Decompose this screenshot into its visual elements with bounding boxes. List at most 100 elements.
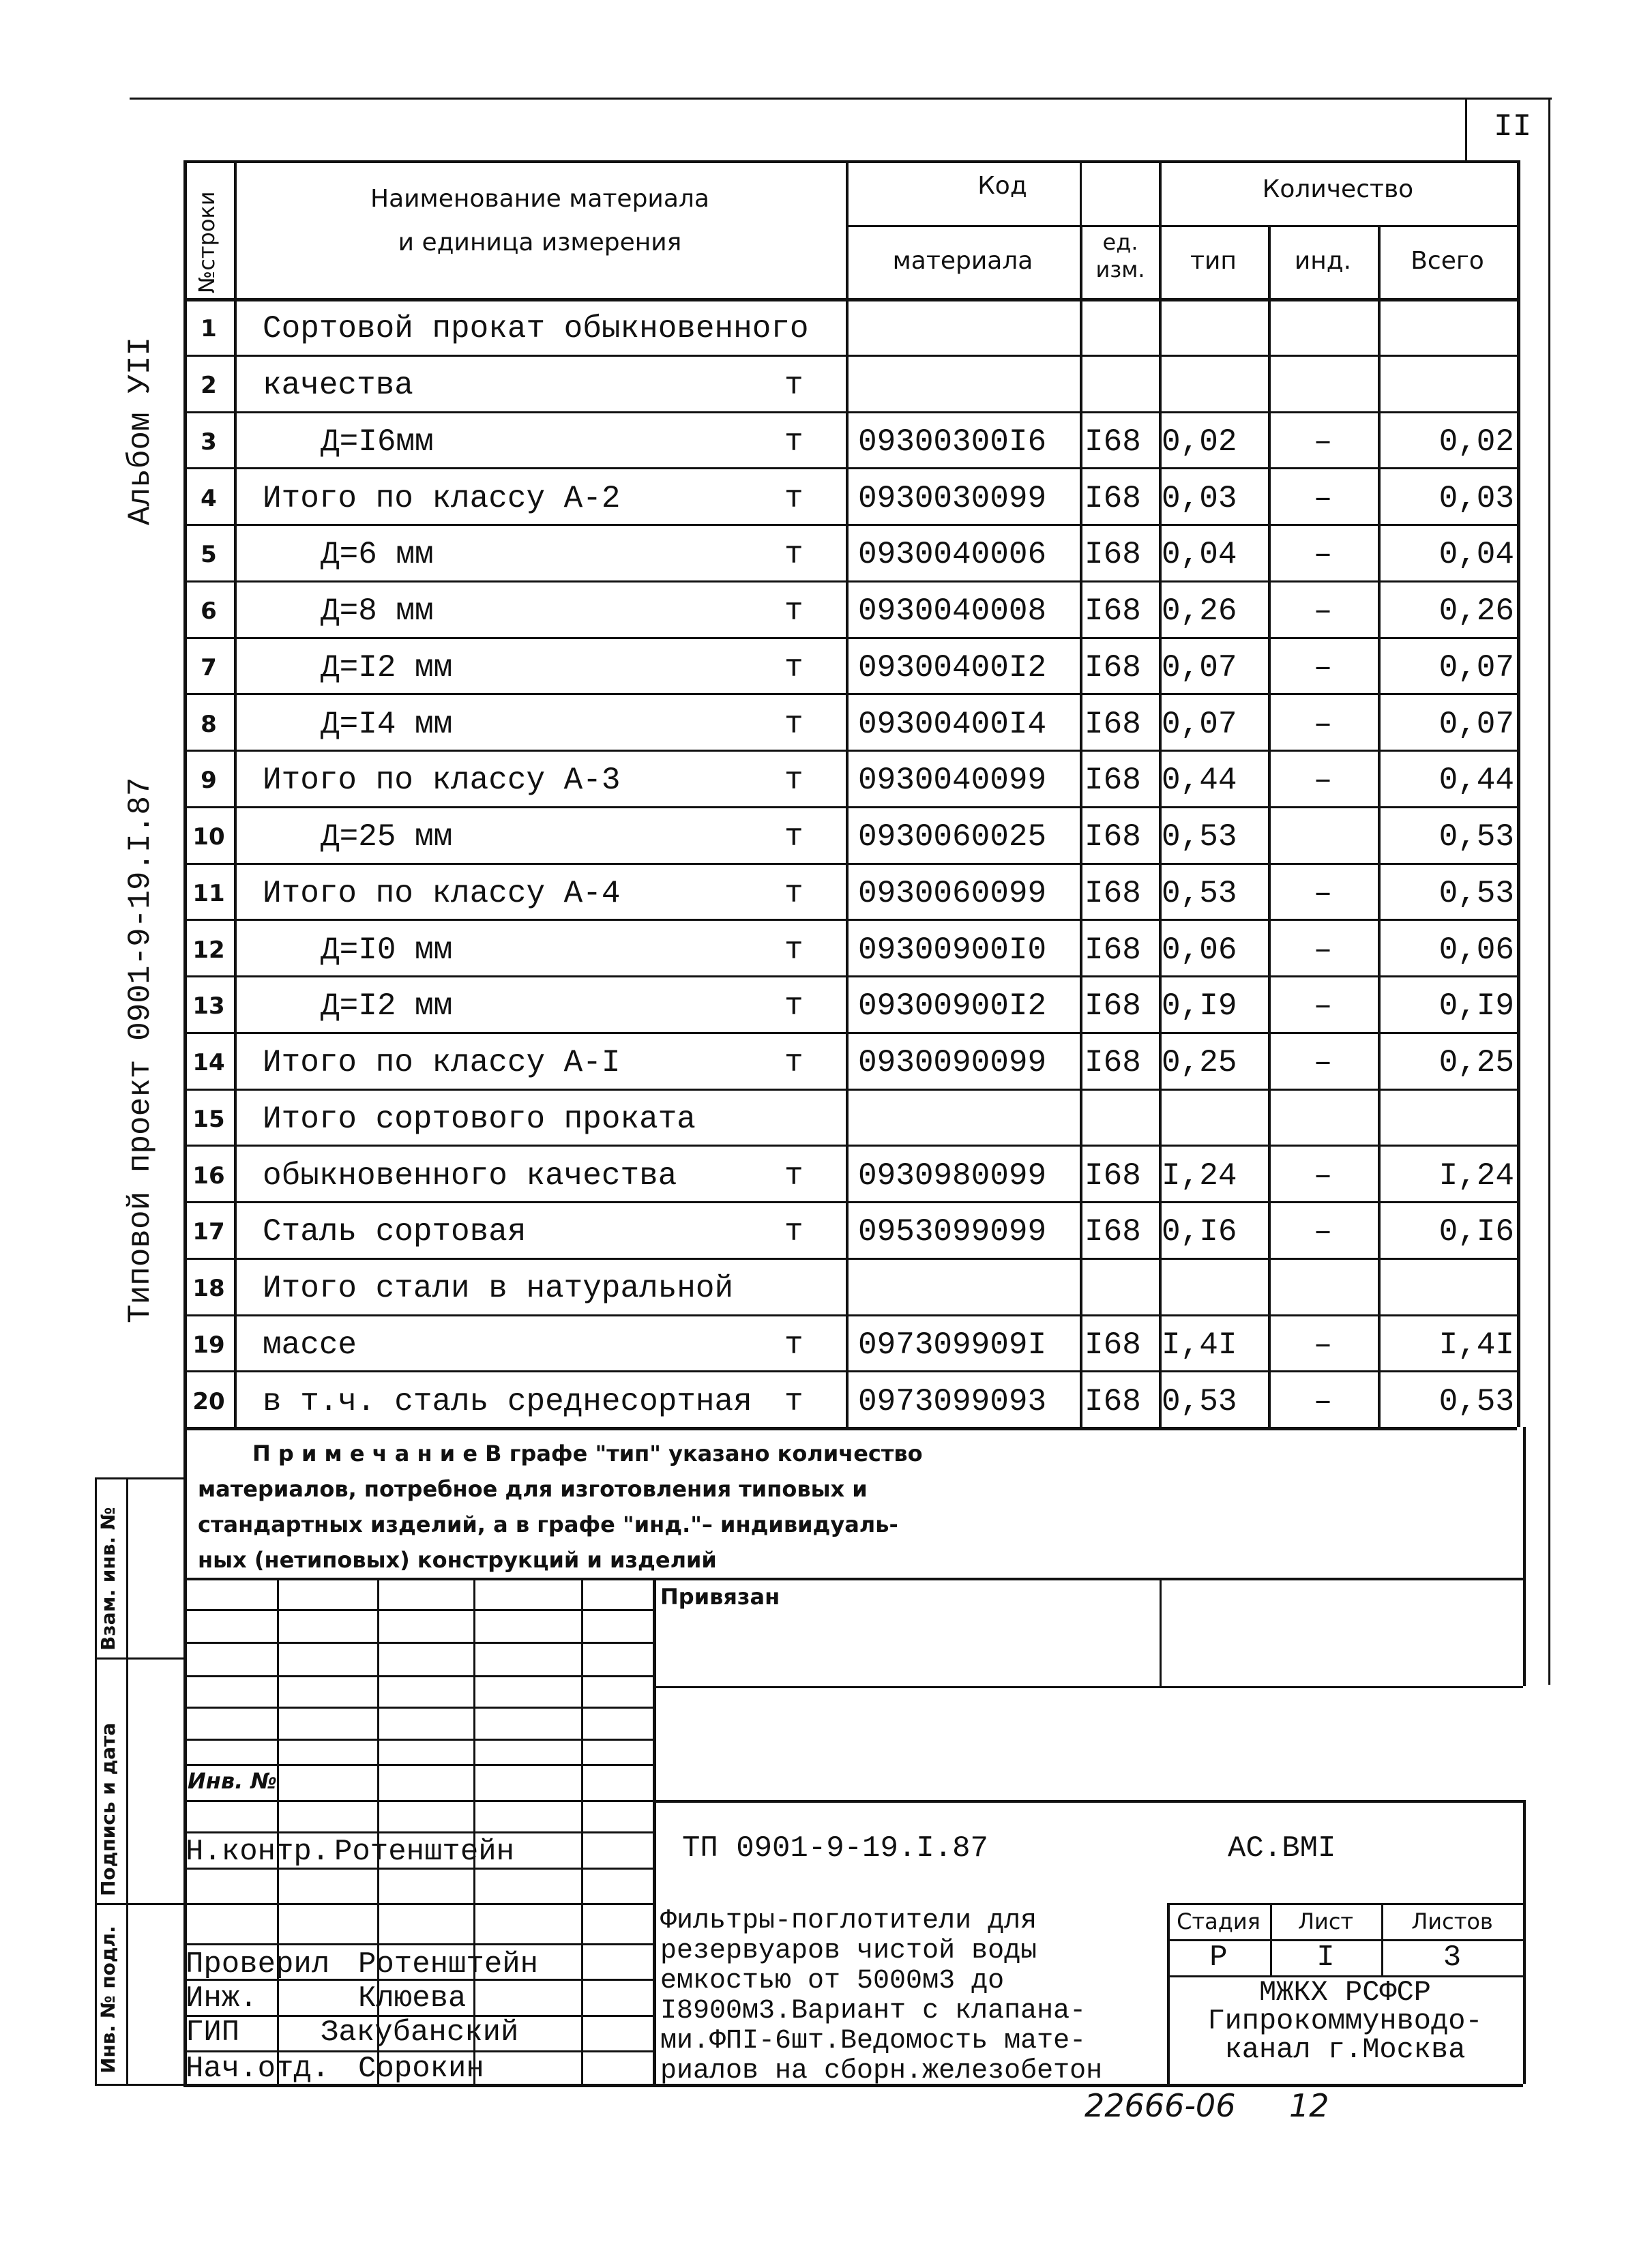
material-code <box>858 1261 1076 1317</box>
quantity-ind: – <box>1313 649 1333 686</box>
description-line: риалов на сборн.железобетон <box>660 2056 1103 2087</box>
unit: т <box>784 932 803 968</box>
unit-code <box>1085 301 1156 357</box>
row-number: 8 <box>201 710 217 738</box>
doc-code: ТП 0901-9-19.I.87 <box>682 1831 988 1866</box>
grid-line <box>183 467 1517 470</box>
grid-line <box>183 1145 1517 1147</box>
material-code: 0930040006 <box>858 537 1047 573</box>
grid-line <box>95 1657 183 1660</box>
quantity-total: 0,44 <box>1439 763 1514 799</box>
material-name: Д=I6мм <box>321 424 434 460</box>
grid-line <box>183 1088 1517 1091</box>
grid-line <box>183 1370 1517 1373</box>
album-label: Альбом УII <box>123 336 158 525</box>
signer-role: Инж. <box>186 1981 258 2016</box>
org-line: МЖКХ РСФСР <box>1258 1976 1432 2009</box>
grid-line <box>234 160 237 1427</box>
material-code <box>858 301 1076 357</box>
row-number: 3 <box>201 428 217 456</box>
grid-line <box>473 1578 475 2084</box>
unit: т <box>784 1327 803 1363</box>
quantity-type: 0,25 <box>1162 1045 1237 1081</box>
unit <box>784 1261 832 1317</box>
unit: т <box>784 763 803 799</box>
material-code: 0930980099 <box>858 1158 1047 1194</box>
grid-line <box>1159 225 1162 1427</box>
material-code: 097309909I <box>858 1327 1047 1363</box>
row-number: 9 <box>201 767 217 795</box>
material-code <box>858 1091 1076 1148</box>
material-code: 0930060099 <box>858 875 1047 911</box>
grid-line <box>183 1764 653 1766</box>
unit-code: I68 <box>1085 1383 1141 1419</box>
note: П р и м е ч а н и е В графе "тип" указан… <box>198 1436 1494 1578</box>
description-line: емкостью от 5000м3 до <box>660 1966 1005 1996</box>
quantity-ind: – <box>1313 424 1333 460</box>
quantity-total <box>1391 357 1514 414</box>
grid-line <box>183 1739 653 1741</box>
quantity-ind <box>1268 301 1378 357</box>
material-code: 0973099093 <box>858 1383 1047 1419</box>
strip-signature-date: Подпись и дата <box>97 1722 119 1896</box>
grid-line <box>95 1903 183 1905</box>
grid-line <box>183 1831 653 1833</box>
grid-line <box>1378 225 1381 1427</box>
unit <box>784 301 832 357</box>
grid-line <box>183 160 187 1427</box>
unit-code: I68 <box>1085 480 1141 516</box>
quantity-total <box>1391 1091 1514 1148</box>
material-name: Д=6 мм <box>321 537 434 573</box>
grid-line <box>1167 1975 1523 1977</box>
row-number: 14 <box>192 1049 225 1077</box>
quantity-type: 0,26 <box>1162 593 1237 630</box>
grid-line <box>1268 225 1271 1427</box>
material-name: Д=8 мм <box>321 593 434 630</box>
grid-line <box>183 1943 653 1945</box>
grid-line <box>183 160 1517 163</box>
unit-code: I68 <box>1085 706 1141 742</box>
grid-line <box>846 225 1517 227</box>
quantity-ind: – <box>1313 875 1333 911</box>
grid-line <box>1080 160 1082 225</box>
row-number: 4 <box>201 484 217 512</box>
quantity-type <box>1162 301 1264 357</box>
description-line: резервуаров чистой воды <box>660 1936 1037 1966</box>
signer-name: Закубанский <box>321 2016 519 2050</box>
material-name: Сталь сортовая <box>263 1214 527 1250</box>
material-code: 09300900I2 <box>858 988 1047 1025</box>
grid-line <box>183 862 1517 865</box>
grid-line <box>183 975 1517 977</box>
sheet-label: Лист <box>1297 1908 1354 1934</box>
unit <box>784 1091 832 1148</box>
description-line: I8900м3.Вариант с клапана- <box>660 1996 1087 2026</box>
quantity-type <box>1162 1261 1264 1317</box>
quantity-type: I,4I <box>1162 1327 1237 1363</box>
grid-line <box>1523 1427 1526 1686</box>
grid-line <box>183 2050 653 2052</box>
header-code: Код <box>977 172 1027 200</box>
quantity-type: 0,53 <box>1162 875 1237 911</box>
unit: т <box>784 593 803 630</box>
quantity-total: I,4I <box>1439 1327 1514 1363</box>
row-number: 11 <box>192 879 225 907</box>
strip-vzam-inv: Взам. инв. № <box>97 1507 119 1651</box>
unit: т <box>784 424 803 460</box>
header-code-unit: ед. изм. <box>1095 229 1145 282</box>
grid-line <box>183 2084 653 2087</box>
quantity-type: 0,04 <box>1162 537 1237 573</box>
grid-line <box>183 580 1517 583</box>
row-number: 18 <box>192 1275 225 1303</box>
quantity-type: 0,53 <box>1162 819 1237 855</box>
signer-name: Ротенштейн <box>334 1835 515 1869</box>
quantity-ind: – <box>1313 1214 1333 1250</box>
quantity-ind <box>1268 1261 1378 1317</box>
grid-line <box>183 1903 653 1905</box>
quantity-total: 0,03 <box>1439 480 1514 516</box>
unit: т <box>784 706 803 742</box>
quantity-type: 0,07 <box>1162 706 1237 742</box>
material-code: 0930040099 <box>858 763 1047 799</box>
quantity-type: 0,06 <box>1162 932 1237 968</box>
material-name: Д=I2 мм <box>321 988 453 1025</box>
quantity-type <box>1162 357 1264 414</box>
